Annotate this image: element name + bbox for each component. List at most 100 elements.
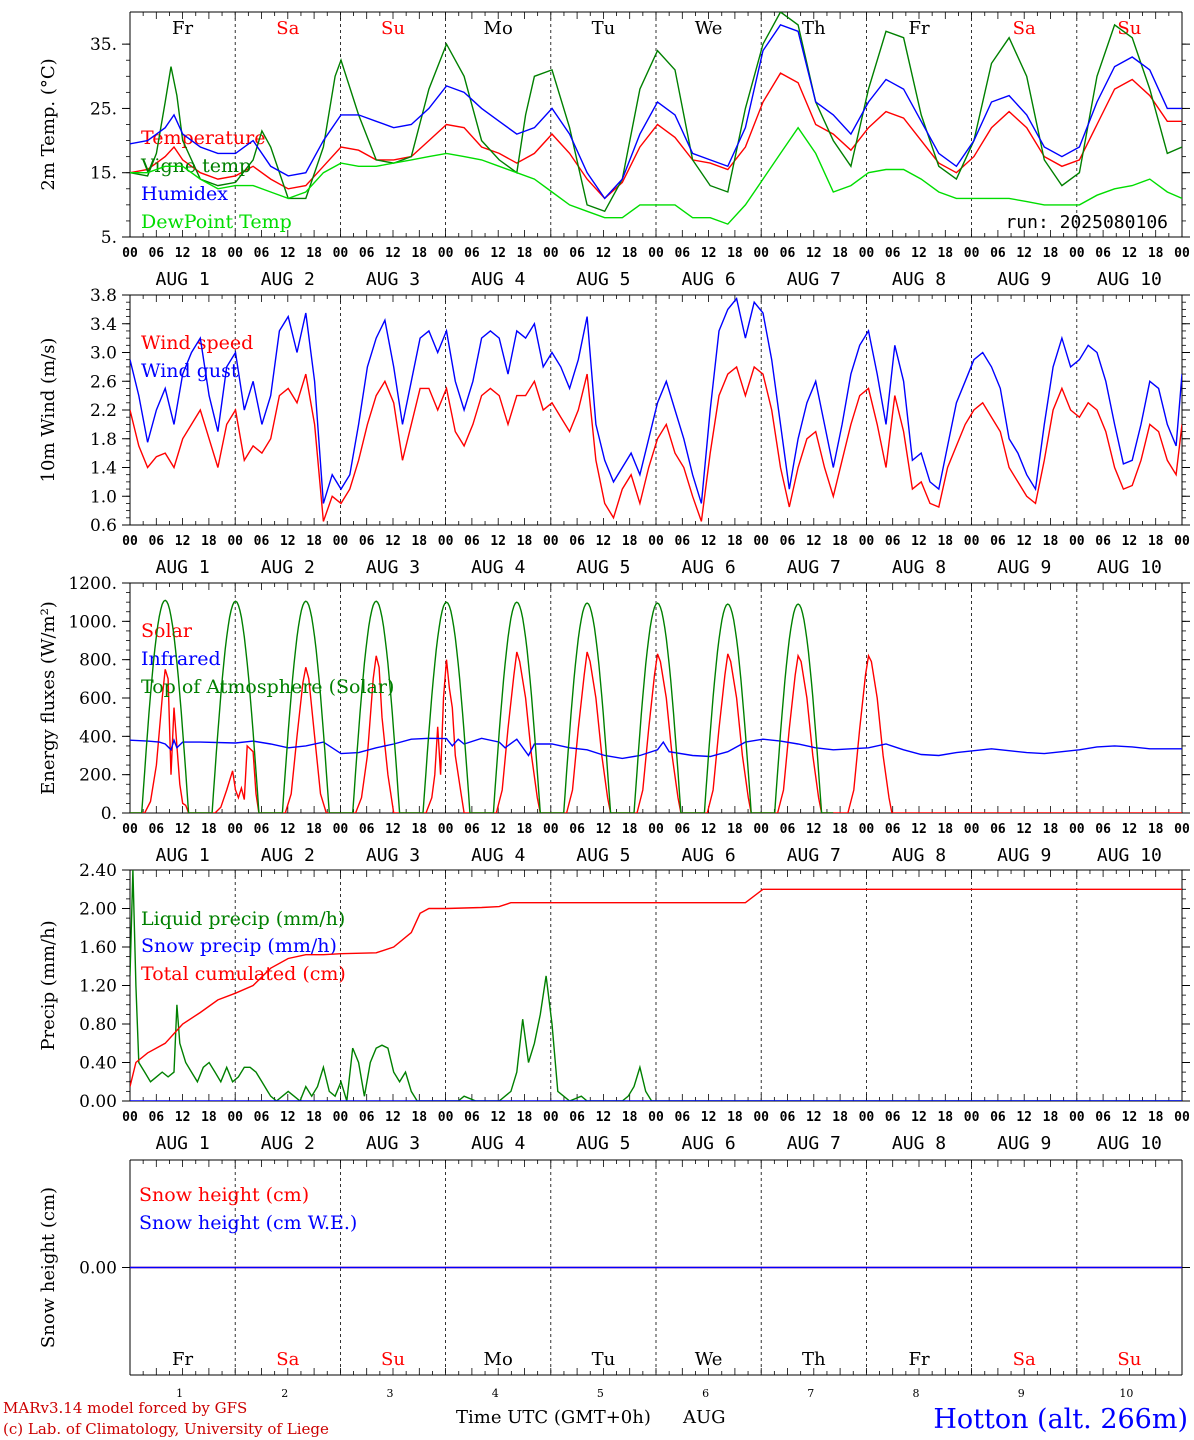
hour-label: 06 <box>674 1110 690 1125</box>
weekday-label: Tu <box>592 1349 616 1370</box>
weekday-label: Su <box>1117 1349 1141 1370</box>
hour-label: 00 <box>438 246 454 261</box>
date-label: AUG 8 <box>892 557 946 578</box>
hour-label: 06 <box>780 246 796 261</box>
hour-label: 06 <box>254 1110 270 1125</box>
date-label: AUG 6 <box>682 845 736 866</box>
hour-label: 06 <box>464 246 480 261</box>
hour-label: 18 <box>411 246 427 261</box>
y-tick-label: 2.2 <box>90 401 117 421</box>
hour-label: 06 <box>569 534 585 549</box>
hour-label: 18 <box>832 246 848 261</box>
model-credit: MARv3.14 model forced by GFS <box>3 1399 247 1417</box>
hour-label: 12 <box>1016 822 1032 837</box>
hour-label: 00 <box>648 534 664 549</box>
hour-label: 06 <box>148 534 164 549</box>
hour-label: 00 <box>438 1110 454 1125</box>
hour-label: 00 <box>648 822 664 837</box>
hour-label: 18 <box>937 1110 953 1125</box>
hour-label: 06 <box>1095 246 1111 261</box>
series-line-vigne-temp <box>130 12 1182 213</box>
legend-entry: Temperature <box>141 127 265 149</box>
hour-label: 00 <box>122 822 138 837</box>
hour-label: 06 <box>569 822 585 837</box>
hour-label: 12 <box>490 246 506 261</box>
hour-label: 00 <box>964 822 980 837</box>
date-label: AUG 4 <box>471 845 525 866</box>
hour-label: 06 <box>148 1110 164 1125</box>
weekday-label: Su <box>1117 18 1141 39</box>
hour-label: 12 <box>1122 1110 1138 1125</box>
hour-label: 12 <box>490 1110 506 1125</box>
hour-label: 00 <box>753 246 769 261</box>
date-label: AUG 8 <box>892 1133 946 1154</box>
y-tick-label: 1.60 <box>79 938 117 958</box>
series-line-wind-gust <box>130 297 1182 504</box>
hour-label: 00 <box>964 1110 980 1125</box>
hour-label: 18 <box>411 534 427 549</box>
legend-entry: Humidex <box>141 183 228 205</box>
hour-label: 12 <box>490 822 506 837</box>
y-tick-label: 15. <box>90 164 117 184</box>
day-number: 3 <box>387 1387 394 1400</box>
date-label: AUG 8 <box>892 845 946 866</box>
hour-label: 00 <box>122 1110 138 1125</box>
hour-label: 00 <box>543 1110 559 1125</box>
hour-label: 12 <box>490 534 506 549</box>
hour-label: 12 <box>175 246 191 261</box>
hour-label: 18 <box>1043 1110 1059 1125</box>
hour-label: 00 <box>1174 534 1190 549</box>
legend-entry: Top of Atmosphere (Solar) <box>141 676 394 698</box>
weekday-label: Mo <box>484 18 513 39</box>
hour-label: 06 <box>359 822 375 837</box>
weekday-label: Fr <box>908 18 929 39</box>
hour-label: 00 <box>227 534 243 549</box>
series-line-wind-speed <box>130 365 1182 522</box>
date-label: AUG 10 <box>1097 269 1162 290</box>
weekday-label: Sa <box>276 18 299 39</box>
weekday-label: Th <box>802 18 826 39</box>
run-annotation: run: 2025080106 <box>1005 212 1168 233</box>
weekday-label: Sa <box>276 1349 299 1370</box>
y-axis-title: 10m Wind (m/s) <box>38 338 59 483</box>
hour-label: 18 <box>411 1110 427 1125</box>
series-line-temperature <box>130 72 1182 200</box>
hour-label: 12 <box>1122 822 1138 837</box>
hour-label: 06 <box>359 1110 375 1125</box>
series-line-dewpoint-temp <box>130 126 1182 225</box>
hour-label: 00 <box>438 822 454 837</box>
hour-label: 18 <box>201 822 217 837</box>
hour-label: 06 <box>359 534 375 549</box>
hour-label: 12 <box>806 246 822 261</box>
panel-1: 5. 15. 25. 35. 2m Temp. (°C) 00 06 12 18 00 06 12 18… <box>38 11 1190 290</box>
hour-label: 00 <box>859 1110 875 1125</box>
hour-label: 00 <box>964 534 980 549</box>
y-tick-label: 3.4 <box>90 315 117 335</box>
hour-label: 06 <box>990 1110 1006 1125</box>
hour-label: 06 <box>990 534 1006 549</box>
hour-label: 18 <box>832 534 848 549</box>
date-label: AUG 3 <box>366 1133 420 1154</box>
hour-label: 06 <box>464 1110 480 1125</box>
date-label: AUG 7 <box>787 269 841 290</box>
legend-entry: Snow height (cm W.E.) <box>139 1212 357 1234</box>
y-tick-label: 1.4 <box>90 459 117 479</box>
y-axis-title: Precip (mm/h) <box>38 920 59 1050</box>
hour-label: 12 <box>596 246 612 261</box>
hour-label: 06 <box>674 822 690 837</box>
hour-label: 12 <box>806 822 822 837</box>
hour-label: 00 <box>333 1110 349 1125</box>
date-label: AUG 10 <box>1097 845 1162 866</box>
hour-label: 12 <box>385 534 401 549</box>
hour-label: 12 <box>806 534 822 549</box>
legend-entry: Snow precip (mm/h) <box>141 935 337 957</box>
day-number: 8 <box>913 1387 920 1400</box>
y-tick-label: 1.20 <box>79 977 117 997</box>
y-tick-label: 2.00 <box>79 900 117 920</box>
location-label: Hotton (alt. 266m) <box>933 1404 1188 1435</box>
y-tick-label: 25. <box>90 99 117 119</box>
weekday-label: We <box>695 1349 723 1370</box>
y-tick-label: 1.8 <box>90 430 117 450</box>
hour-label: 12 <box>1016 246 1032 261</box>
hour-label: 18 <box>1148 246 1164 261</box>
